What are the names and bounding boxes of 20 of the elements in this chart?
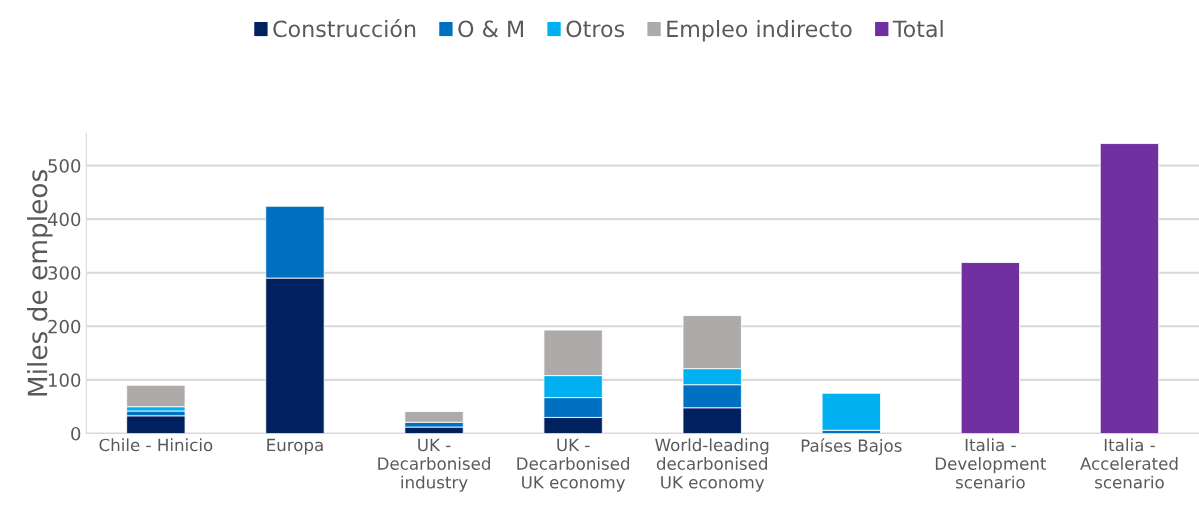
legend-label: O & M [458, 20, 523, 38]
x-tick-label: Italia - Development scenario [935, 438, 1047, 489]
x-tick-label: Chile - Hinicio [99, 438, 213, 452]
x-tick-label: World-leading decarbonised UK economy [655, 438, 769, 492]
bar [126, 415, 186, 434]
x-tick-label: Europa [267, 438, 323, 455]
x-tick-label: UK - Decarbonised UK economy [517, 438, 630, 492]
x-tick-label: Italia - Accelerated scenario [1080, 438, 1178, 489]
y-tick-label: 0 [71, 426, 81, 441]
bar [821, 392, 881, 431]
legend-label: Empleo indirecto [667, 20, 852, 42]
bar [1099, 143, 1160, 434]
bar [126, 384, 186, 408]
bar [960, 262, 1020, 434]
legend-label: Otros [566, 20, 625, 38]
x-tick-label: UK - Decarbonised industry [378, 438, 490, 492]
legend-label: Total [892, 20, 943, 38]
y-tick-label: 200 [48, 319, 81, 334]
x-tick-label: Países Bajos [801, 438, 902, 456]
legend-label: Construcción [273, 19, 416, 38]
